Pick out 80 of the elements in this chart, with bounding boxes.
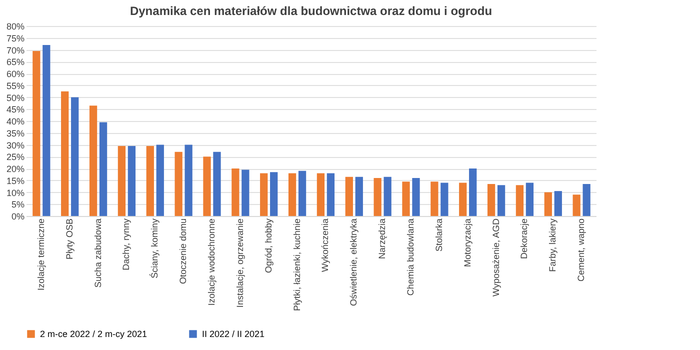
x-tick-label: Ściany, kominy (148, 218, 160, 278)
bar (128, 146, 136, 216)
x-tick-label: Stolarka (434, 218, 444, 252)
bar (99, 122, 108, 216)
bar (345, 176, 353, 216)
bar (402, 182, 410, 216)
y-tick-label: 5% (11, 200, 24, 210)
bar (374, 178, 382, 216)
y-tick-label: 75% (6, 33, 24, 44)
bar (32, 50, 40, 216)
bar (526, 182, 534, 216)
bar (554, 191, 562, 216)
bar (61, 91, 69, 216)
x-tick-label: Narzędzia (377, 218, 388, 260)
bar (316, 173, 325, 216)
bar (203, 156, 211, 216)
y-tick-label: 0% (11, 212, 24, 222)
bar (260, 173, 268, 216)
x-tick-label: Dachy, rynny (121, 218, 132, 270)
x-tick-label: Wykończenia (320, 218, 330, 272)
y-tick-label: 15% (6, 176, 24, 186)
bar (242, 170, 250, 216)
y-tick-label: 50% (6, 92, 24, 103)
bar (544, 192, 552, 216)
bar (89, 106, 98, 216)
x-tick-label: Dekoracje (519, 218, 530, 260)
y-tick-label: 80% (6, 22, 24, 32)
x-tick-label: Otoczenie domu (178, 218, 188, 284)
y-tick-label: 60% (6, 69, 24, 79)
x-tick-label: Sucha zabudowa (92, 218, 103, 288)
x-tick-label: Płyty OSB (64, 218, 74, 260)
bar (42, 45, 50, 216)
bar (459, 182, 467, 216)
bar (412, 178, 420, 216)
bar (270, 172, 278, 216)
bar (213, 152, 221, 216)
x-tick-label: Wyposażenie, AGD (490, 218, 501, 296)
bar (430, 182, 438, 216)
x-tick-label: Płytki, łazienki, kuchnie (292, 218, 302, 312)
x-tick-label: Izolacje wodochronne (206, 218, 216, 306)
bar (516, 185, 524, 216)
bar (355, 176, 363, 216)
bar (582, 184, 590, 216)
bar (469, 168, 477, 216)
x-tick-label: Cement, wapno (576, 218, 586, 282)
x-tick-label: Farby, lakiery (548, 218, 558, 272)
y-tick-label: 10% (6, 188, 24, 198)
y-tick-label: 25% (6, 152, 24, 162)
x-tick-label: Motoryzacja (462, 218, 472, 268)
bar (118, 146, 126, 216)
x-tick-label: Ogród, hobby (263, 218, 274, 274)
y-tick-label: 20% (6, 164, 24, 174)
bar (156, 144, 164, 216)
x-tick-label: Chemia budowlana (406, 218, 416, 296)
y-tick-label: 65% (6, 57, 24, 68)
bar (572, 194, 580, 216)
legend-label: II 2022 / II 2021 (202, 329, 265, 339)
y-tick-label: 40% (6, 116, 24, 126)
y-tick-label: 30% (6, 140, 24, 150)
x-tick-label: Instalacje, ogrzewanie (234, 218, 245, 308)
bar (71, 97, 79, 216)
bar (384, 176, 392, 216)
bar (497, 185, 506, 216)
y-tick-label: 45% (6, 104, 24, 115)
bar (298, 170, 306, 216)
bar (288, 173, 296, 216)
y-tick-label: 70% (6, 45, 24, 56)
y-tick-label: 55% (6, 80, 24, 91)
x-tick-label: Izolacje termiczne (36, 218, 46, 291)
bar (174, 152, 182, 216)
bar (487, 184, 496, 216)
bar (440, 182, 448, 216)
bar (146, 146, 154, 216)
chart-title: Dynamika cen materiałów dla budownictwa oraz domu i ogrodu (130, 4, 492, 18)
x-tick-label: Oświetlenie, elektryka (348, 218, 359, 306)
y-tick-label: 35% (6, 128, 24, 138)
legend-label: 2 m-ce 2022 / 2 m-cy 2021 (40, 329, 148, 339)
bar (184, 144, 192, 216)
bar (326, 173, 335, 216)
bar (232, 168, 240, 216)
